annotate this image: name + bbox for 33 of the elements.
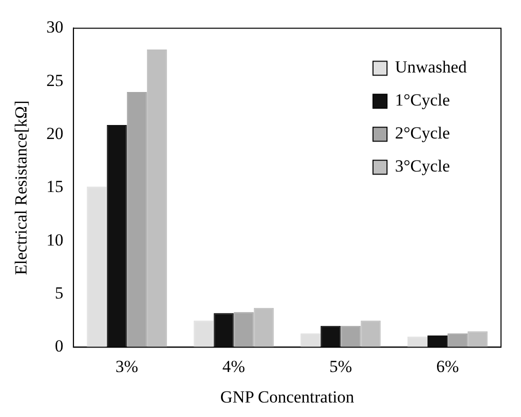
bar [320, 326, 341, 348]
y-tick-label: 10 [46, 230, 64, 250]
bar [340, 326, 361, 348]
y-tick-label: 25 [46, 70, 64, 90]
x-tick-label: 4% [222, 356, 246, 376]
legend-label: 2°Cycle [395, 124, 450, 143]
x-tick-label: 3% [116, 356, 138, 376]
bar [126, 92, 147, 348]
legend-label: 3°Cycle [395, 156, 450, 176]
bar [407, 336, 428, 348]
y-tick-label: 0 [54, 336, 64, 356]
bar [86, 186, 107, 348]
y-tick-label: 15 [46, 177, 64, 196]
y-axis-title: Electrical Resistance[kΩ] [12, 100, 31, 275]
bar [468, 331, 488, 348]
bar [234, 312, 254, 348]
bar [214, 313, 234, 348]
bar [448, 333, 468, 348]
x-tick-label: 6% [436, 356, 459, 376]
bar [146, 49, 167, 348]
bar [360, 320, 381, 348]
y-tick-label: 20 [46, 124, 64, 143]
bar [254, 308, 274, 348]
x-axis-title: GNP Concentration [220, 387, 355, 406]
bar [106, 124, 127, 348]
legend-label: Unwashed [395, 58, 468, 77]
bar [428, 336, 448, 348]
bar [300, 333, 321, 348]
y-tick-label: 30 [46, 18, 64, 37]
x-tick-label: 5% [329, 356, 352, 376]
y-tick-label: 5 [54, 284, 64, 302]
bar [194, 320, 214, 348]
legend-label: 1°Cycle [395, 90, 450, 110]
